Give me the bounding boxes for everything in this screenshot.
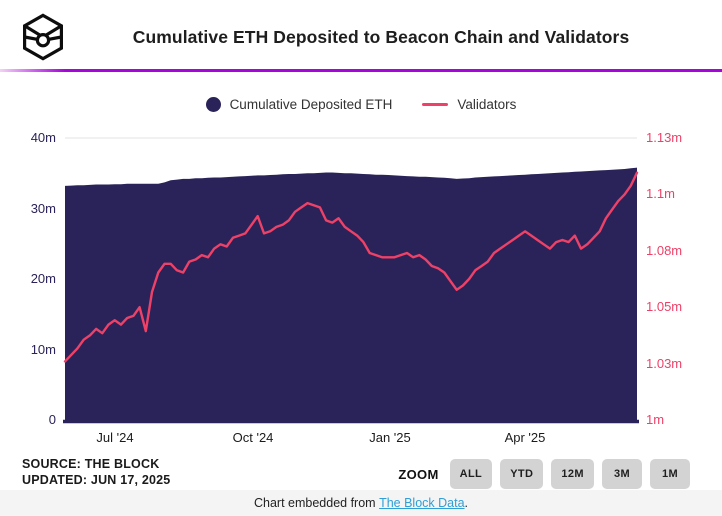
chart-title: Cumulative ETH Deposited to Beacon Chain… xyxy=(132,27,630,47)
left-axis-tick: 10m xyxy=(30,341,56,357)
zoom-controls: ZOOM ALL YTD 12M 3M 1M xyxy=(398,459,690,489)
validators-legend-line-icon xyxy=(422,102,449,106)
zoom-button-ytd[interactable]: YTD xyxy=(500,459,544,489)
deposited-eth-area-series[interactable] xyxy=(65,167,637,420)
zoom-label: ZOOM xyxy=(398,466,439,482)
deposited-eth-legend-label: Cumulative Deposited ETH xyxy=(229,96,393,112)
zoom-button-3m[interactable]: 3M xyxy=(602,459,642,489)
chart-legend: Cumulative Deposited ETH Validators xyxy=(0,94,722,114)
the-block-data-link[interactable]: The Block Data xyxy=(379,496,465,510)
source-attribution: SOURCE: THE BLOCK UPDATED: JUN 17, 2025 xyxy=(22,456,170,488)
x-axis-tick: Jan '25 xyxy=(369,430,411,445)
source-line: SOURCE: THE BLOCK xyxy=(22,457,160,471)
zoom-button-1m[interactable]: 1M xyxy=(650,459,690,489)
footer-text-prefix: Chart embedded from xyxy=(253,496,376,510)
left-axis-tick: 30m xyxy=(30,200,56,216)
left-axis-tick: 20m xyxy=(30,271,56,286)
deposited-eth-legend-dot-icon xyxy=(205,96,221,112)
x-axis-tick: Jul '24 xyxy=(96,430,134,445)
right-axis-tick: 1.08m xyxy=(646,242,683,258)
right-axis-tick: 1m xyxy=(646,412,665,427)
left-axis-tick: 0 xyxy=(48,412,56,427)
the-block-logo-icon[interactable] xyxy=(19,12,67,62)
validators-line-series[interactable] xyxy=(63,171,639,363)
right-axis-tick: 1.1m xyxy=(646,186,675,202)
right-axis-tick: 1.03m xyxy=(646,355,683,371)
validators-legend-label: Validators xyxy=(457,96,517,112)
header-accent-divider xyxy=(0,69,722,72)
zoom-button-all[interactable]: ALL xyxy=(449,459,493,489)
right-axis-tick: 1.13m xyxy=(646,130,683,145)
zoom-button-12m[interactable]: 12M xyxy=(551,459,594,489)
footer-text-suffix: . xyxy=(464,496,469,510)
x-axis-tick: Apr '25 xyxy=(504,430,546,445)
left-axis-tick: 40m xyxy=(30,130,56,145)
updated-line: UPDATED: JUN 17, 2025 xyxy=(22,473,171,487)
embed-footer: Chart embedded from The Block Data. xyxy=(0,490,722,516)
x-axis-tick: Oct '24 xyxy=(232,430,274,445)
right-axis-tick: 1.05m xyxy=(646,299,683,315)
